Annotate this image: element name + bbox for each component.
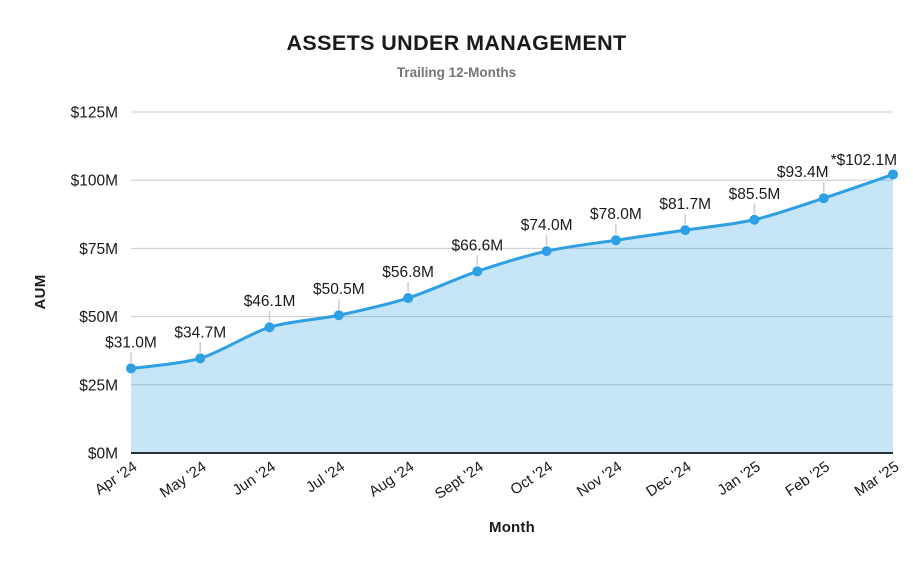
y-tick-label: $50M <box>79 309 118 326</box>
x-tick-label: Nov '24 <box>574 458 625 500</box>
data-point-marker <box>333 310 344 321</box>
data-point-label: $46.1M <box>244 293 296 310</box>
data-point-label: $50.5M <box>313 281 365 298</box>
data-point-marker <box>195 353 206 364</box>
data-point-label: $85.5M <box>729 186 781 203</box>
label-leader-lines <box>130 182 825 363</box>
x-tick-label: Oct '24 <box>507 458 556 498</box>
area-fill <box>131 174 893 454</box>
series-line <box>129 172 895 370</box>
data-point-marker <box>472 266 483 277</box>
data-point-marker <box>749 214 760 225</box>
data-point-label: $74.0M <box>521 217 573 234</box>
data-point-marker <box>264 322 275 333</box>
data-point-label: $56.8M <box>382 264 434 281</box>
x-tick-label: Jan '25 <box>714 458 763 499</box>
data-point-marker <box>403 293 414 304</box>
data-point-label: $78.0M <box>590 206 642 223</box>
data-point-label: *$102.1M <box>831 152 897 169</box>
x-tick-label: Feb '25 <box>782 458 833 500</box>
data-point-label: $66.6M <box>452 237 504 254</box>
data-point-marker <box>680 225 691 236</box>
data-point-labels: $31.0M $34.7M $46.1M $50.5M $56.8M $66.6M $74.… <box>105 152 897 351</box>
data-point-marker <box>610 235 621 246</box>
data-point-markers <box>126 169 898 374</box>
data-point-marker <box>126 363 136 374</box>
x-tick-labels: Apr '24 May '24 Jun '24 Jul '24 Aug '24 Sept … <box>92 458 903 503</box>
x-tick-label: Jun '24 <box>230 458 279 499</box>
data-point-label: $31.0M <box>105 334 157 351</box>
data-point-marker <box>818 193 829 204</box>
x-tick-label: May '24 <box>157 458 210 501</box>
x-tick-label: Mar '25 <box>852 458 903 500</box>
series-line-path <box>129 172 895 370</box>
data-point-label: $93.4M <box>777 164 829 181</box>
y-tick-label: $0M <box>88 446 118 463</box>
area-fill-path <box>131 174 893 454</box>
x-tick-label: Aug '24 <box>366 458 417 500</box>
y-tick-label: $75M <box>79 241 118 258</box>
x-axis-title: Month <box>489 519 535 536</box>
data-point-label: $34.7M <box>174 324 226 341</box>
chart-title: ASSETS UNDER MANAGEMENT <box>286 31 627 55</box>
y-tick-labels: $0M $25M $50M $75M $100M $125M <box>71 105 118 463</box>
data-point-marker <box>541 246 552 257</box>
data-point-label: $81.7M <box>659 196 711 213</box>
x-tick-label: Jul '24 <box>303 458 348 496</box>
gridlines <box>131 111 893 386</box>
chart-subtitle: Trailing 12-Months <box>396 65 517 80</box>
x-tick-label: Apr '24 <box>92 458 141 498</box>
x-tick-label: Sept '24 <box>432 458 487 503</box>
x-tick-label: Dec '24 <box>643 458 694 500</box>
y-tick-label: $100M <box>71 173 118 190</box>
y-tick-label: $125M <box>71 105 118 122</box>
data-point-marker <box>888 169 898 180</box>
y-tick-label: $25M <box>79 377 118 394</box>
